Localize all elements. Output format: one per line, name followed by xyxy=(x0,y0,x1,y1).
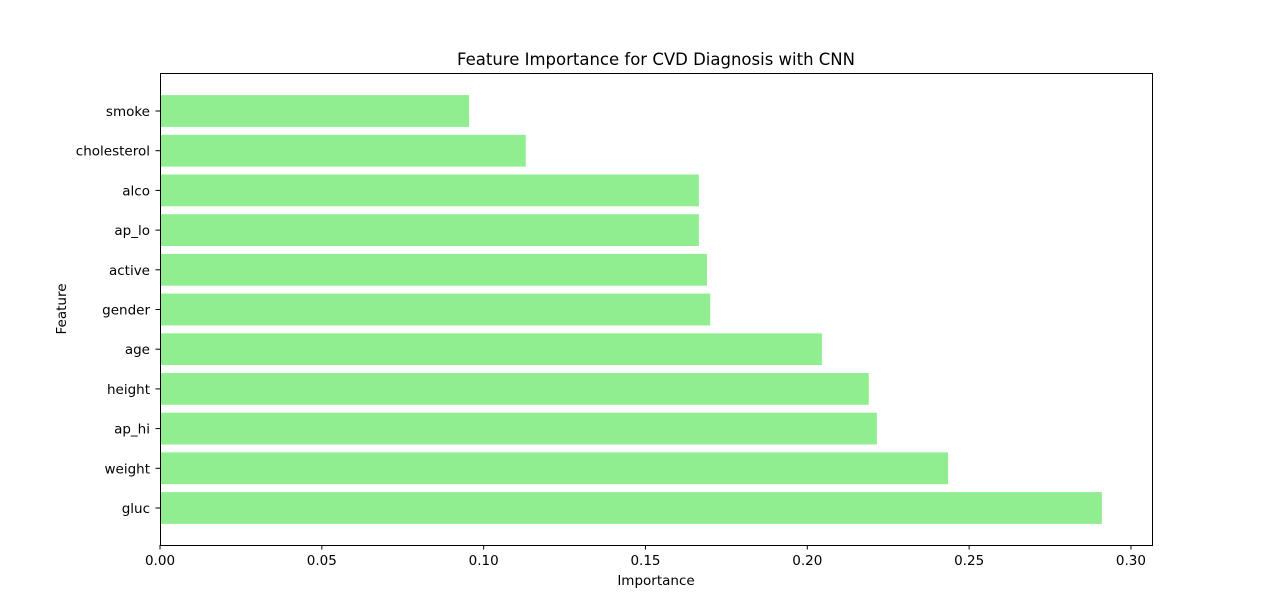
y-tick-label-active: active xyxy=(109,263,150,279)
bar-gluc xyxy=(160,492,1102,524)
x-tick-label: 0.15 xyxy=(630,553,660,569)
bars-layer xyxy=(160,95,1102,524)
bar-ap_lo xyxy=(160,214,699,246)
bar-alco xyxy=(160,174,699,207)
bar-weight xyxy=(160,452,949,485)
plot-frame xyxy=(160,73,1153,546)
y-tick-label-ap_hi: ap_hi xyxy=(114,422,150,438)
y-tick-label-smoke: smoke xyxy=(106,104,150,120)
x-tick-label: 0.20 xyxy=(792,553,822,569)
y-tick-label-ap_lo: ap_lo xyxy=(114,223,150,239)
bar-ap_hi xyxy=(160,412,877,445)
bar-cholesterol xyxy=(160,134,526,167)
bar-gender xyxy=(160,293,711,326)
bar-age xyxy=(160,333,822,366)
x-tick-label: 0.25 xyxy=(954,553,984,569)
x-tick-label: 0.30 xyxy=(1116,553,1146,569)
x-tick-label: 0.10 xyxy=(469,553,499,569)
y-axis: gluc weight ap_hi height age gender active ap_l… xyxy=(76,104,160,517)
chart-title: Feature Importance for CVD Diagnosis wit… xyxy=(457,50,855,69)
x-axis-label: Importance xyxy=(617,573,694,589)
y-tick-label-gender: gender xyxy=(102,303,150,319)
bar-active xyxy=(160,253,707,286)
y-tick-label-gluc: gluc xyxy=(122,501,150,517)
bar-smoke xyxy=(160,95,470,127)
y-tick-label-height: height xyxy=(107,382,150,398)
bar-height xyxy=(160,373,869,405)
x-tick-label: 0.00 xyxy=(145,553,175,569)
x-axis: 0.00 0.05 0.10 0.15 0.20 0.25 0.30 xyxy=(145,545,1146,569)
y-axis-label: Feature xyxy=(54,283,70,334)
y-tick-label-alco: alco xyxy=(122,183,150,199)
y-tick-label-weight: weight xyxy=(104,461,150,477)
y-tick-label-age: age xyxy=(125,342,150,358)
x-tick-label: 0.05 xyxy=(307,553,337,569)
y-tick-label-cholesterol: cholesterol xyxy=(76,144,150,160)
